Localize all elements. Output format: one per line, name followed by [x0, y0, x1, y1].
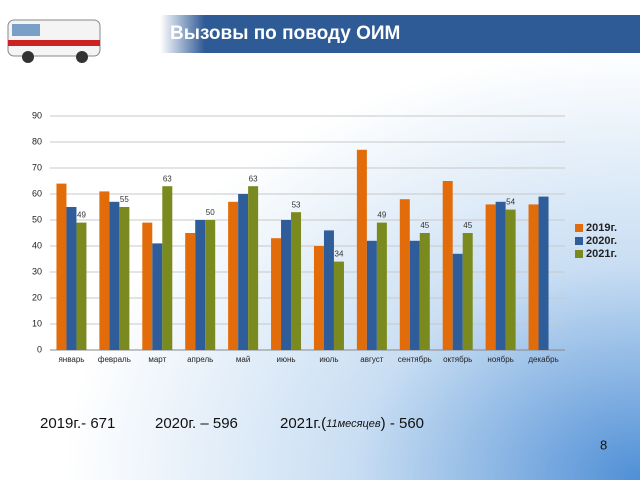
bar: [205, 220, 216, 350]
bar: [119, 207, 130, 350]
bar: [66, 207, 77, 350]
bar: [142, 222, 153, 350]
summary-item: 2021г.(11месяцев) - 560: [280, 415, 424, 432]
bar: [442, 181, 453, 350]
bar: [485, 204, 496, 350]
slide-title: Вызовы по поводу ОИМ: [170, 23, 400, 44]
bar: [185, 233, 196, 350]
bar: [152, 243, 163, 350]
bar: [291, 212, 302, 350]
summary-text: ) - 560: [381, 415, 424, 432]
summary-item: 2019г.- 671: [40, 415, 115, 432]
bar: [409, 240, 420, 350]
bar: [538, 196, 549, 350]
x-tick-label: июль: [319, 355, 338, 364]
x-tick-label: март: [148, 355, 166, 364]
bar: [228, 201, 239, 350]
bar: [419, 233, 430, 350]
value-label: 49: [77, 211, 86, 220]
bar: [76, 222, 87, 350]
bar: [238, 194, 249, 350]
bar: [271, 238, 282, 350]
bar: [462, 233, 473, 350]
bar: [323, 230, 334, 350]
x-tick-label: апрель: [187, 355, 213, 364]
summary-text: 2021г.(: [280, 415, 326, 432]
value-label: 49: [377, 211, 386, 220]
legend-label: 2019г.: [586, 222, 617, 234]
page-number: 8: [600, 437, 607, 452]
y-tick-label: 90: [32, 110, 42, 120]
y-tick-label: 60: [32, 188, 42, 198]
value-label: 53: [292, 200, 301, 209]
bar: [505, 209, 516, 350]
bar: [56, 183, 67, 350]
bar: [356, 149, 367, 350]
bar: [452, 253, 463, 350]
x-tick-label: май: [236, 355, 250, 364]
y-tick-label: 70: [32, 162, 42, 172]
x-tick-label: сентябрь: [398, 355, 432, 364]
x-tick-label: декабрь: [528, 355, 558, 364]
y-tick-label: 20: [32, 292, 42, 302]
value-label: 50: [206, 208, 215, 217]
bar: [99, 191, 110, 350]
bar: [495, 201, 506, 350]
bar: [528, 204, 539, 350]
value-label: 63: [163, 174, 172, 183]
legend-swatch: [575, 224, 583, 232]
chart: 0 10 20 30 40 50 60 70 80 90 январь 49 февраль 55 март…: [32, 110, 617, 364]
value-label: 63: [249, 174, 258, 183]
bar: [162, 186, 173, 350]
y-tick-label: 40: [32, 240, 42, 250]
header-bar: [0, 15, 640, 53]
value-label: 34: [335, 250, 344, 259]
value-label: 45: [463, 221, 472, 230]
y-tick-label: 80: [32, 136, 42, 146]
bar: [366, 240, 377, 350]
legend-label: 2021г.: [586, 248, 617, 260]
legend-swatch: [575, 250, 583, 258]
x-tick-label: январь: [58, 355, 84, 364]
bar: [313, 246, 324, 350]
bar: [399, 199, 410, 350]
value-label: 54: [506, 198, 515, 207]
bar: [281, 220, 292, 350]
ambulance-icon: [7, 19, 101, 63]
x-tick-label: август: [360, 355, 384, 364]
bar: [333, 261, 344, 350]
bar: [248, 186, 259, 350]
y-tick-label: 0: [37, 344, 42, 354]
y-tick-label: 30: [32, 266, 42, 276]
value-label: 55: [120, 195, 129, 204]
y-tick-label: 10: [32, 318, 42, 328]
x-tick-label: февраль: [98, 355, 131, 364]
legend-label: 2020г.: [586, 235, 617, 247]
x-tick-label: октябрь: [443, 355, 472, 364]
summary-note: 11месяцев: [326, 418, 381, 430]
x-tick-label: июнь: [277, 355, 296, 364]
legend-swatch: [575, 237, 583, 245]
bar: [195, 220, 206, 350]
y-tick-label: 50: [32, 214, 42, 224]
x-tick-label: ноябрь: [487, 355, 513, 364]
bar: [376, 222, 387, 350]
summary-item: 2020г. – 596: [155, 415, 238, 432]
value-label: 45: [420, 221, 429, 230]
bar: [109, 201, 120, 350]
